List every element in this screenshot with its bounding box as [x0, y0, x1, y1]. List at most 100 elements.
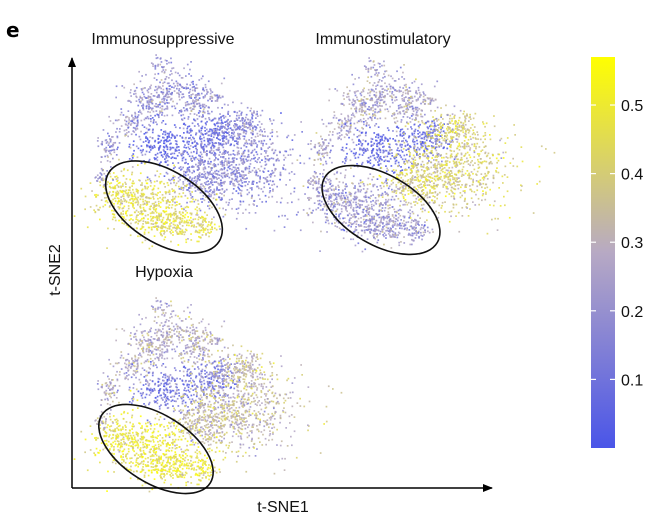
scatter-point [196, 114, 198, 116]
scatter-point [156, 216, 159, 219]
scatter-point [240, 194, 242, 196]
scatter-point [169, 219, 171, 222]
scatter-point [108, 192, 110, 195]
scatter-point [383, 101, 385, 103]
scatter-point [128, 194, 131, 197]
scatter-point [204, 219, 206, 222]
scatter-point [452, 187, 455, 190]
scatter-point [391, 101, 394, 104]
scatter-point [116, 135, 119, 138]
scatter-point [108, 115, 110, 118]
scatter-point [434, 130, 436, 132]
scatter-point [144, 186, 147, 188]
scatter-point [110, 200, 113, 203]
scatter-point [355, 90, 358, 93]
scatter-point [228, 162, 230, 165]
scatter-point [101, 140, 104, 143]
scatter-point [400, 90, 402, 92]
scatter-point [445, 185, 447, 188]
scatter-point [237, 169, 240, 171]
scatter-point [356, 98, 359, 101]
scatter-point [239, 175, 241, 178]
scatter-point [151, 117, 154, 119]
scatter-point [378, 143, 381, 146]
scatter-point [412, 194, 415, 197]
scatter-point [251, 117, 254, 120]
scatter-point [242, 158, 245, 160]
scatter-point [278, 215, 280, 218]
scatter-point [422, 145, 424, 148]
scatter-point [359, 179, 362, 182]
scatter-point [154, 89, 156, 92]
scatter-point [159, 111, 162, 113]
scatter-point [170, 240, 172, 243]
scatter-point [217, 106, 219, 109]
scatter-point [150, 84, 152, 87]
scatter-point [192, 146, 195, 148]
scatter-point [268, 146, 271, 148]
scatter-point [226, 122, 229, 125]
scatter-point [219, 96, 222, 99]
scatter-point [438, 145, 441, 148]
scatter-point [234, 129, 237, 131]
scatter-point [162, 93, 164, 95]
scatter-point [248, 155, 250, 158]
scatter-point [187, 189, 190, 191]
scatter-point [168, 102, 170, 104]
scatter-point [185, 146, 187, 149]
scatter-point [340, 113, 343, 115]
scatter-point [235, 158, 238, 160]
scatter-point [209, 189, 212, 191]
scatter-point [313, 146, 316, 148]
scatter-point [470, 161, 472, 164]
scatter-point [440, 163, 443, 166]
scatter-point [238, 133, 241, 135]
scatter-point [239, 173, 241, 176]
scatter-point [389, 105, 391, 108]
scatter-point [256, 205, 258, 207]
scatter-point [176, 82, 179, 85]
scatter-point [193, 180, 195, 182]
scatter-point [438, 127, 440, 129]
scatter-point [255, 117, 257, 119]
scatter-point [196, 158, 199, 160]
scatter-point [443, 177, 446, 179]
scatter-point [452, 129, 455, 131]
scatter-point [196, 177, 199, 180]
scatter-point [397, 177, 400, 180]
scatter-point [204, 94, 207, 97]
scatter-point [216, 100, 219, 102]
scatter-point [216, 189, 218, 191]
scatter-point [202, 148, 205, 151]
scatter-point [139, 213, 141, 215]
scatter-point [199, 151, 202, 154]
scatter-point [423, 197, 426, 199]
scatter-point [218, 183, 221, 185]
scatter-point [120, 196, 123, 198]
scatter-point [190, 157, 193, 160]
scatter-point [112, 143, 114, 146]
scatter-point [360, 94, 363, 97]
scatter-point [198, 231, 201, 234]
scatter-point [257, 185, 259, 188]
scatter-point [349, 123, 352, 125]
scatter-point [169, 179, 171, 182]
scatter-point [157, 200, 160, 203]
scatter-point [251, 194, 253, 197]
scatter-point [151, 129, 154, 132]
scatter-point [174, 126, 177, 129]
scatter-point [201, 229, 203, 231]
scatter-point [405, 103, 407, 106]
scatter-point [213, 175, 215, 178]
scatter-point [473, 156, 476, 158]
scatter-point [384, 75, 386, 78]
scatter-point [405, 102, 407, 105]
scatter-point [362, 147, 365, 150]
scatter-point [462, 174, 465, 176]
scatter-point [242, 151, 245, 154]
scatter-point [405, 105, 408, 108]
scatter-point [153, 119, 155, 121]
scatter-point [310, 148, 313, 151]
scatter-point [440, 121, 442, 124]
scatter-point [472, 132, 475, 134]
